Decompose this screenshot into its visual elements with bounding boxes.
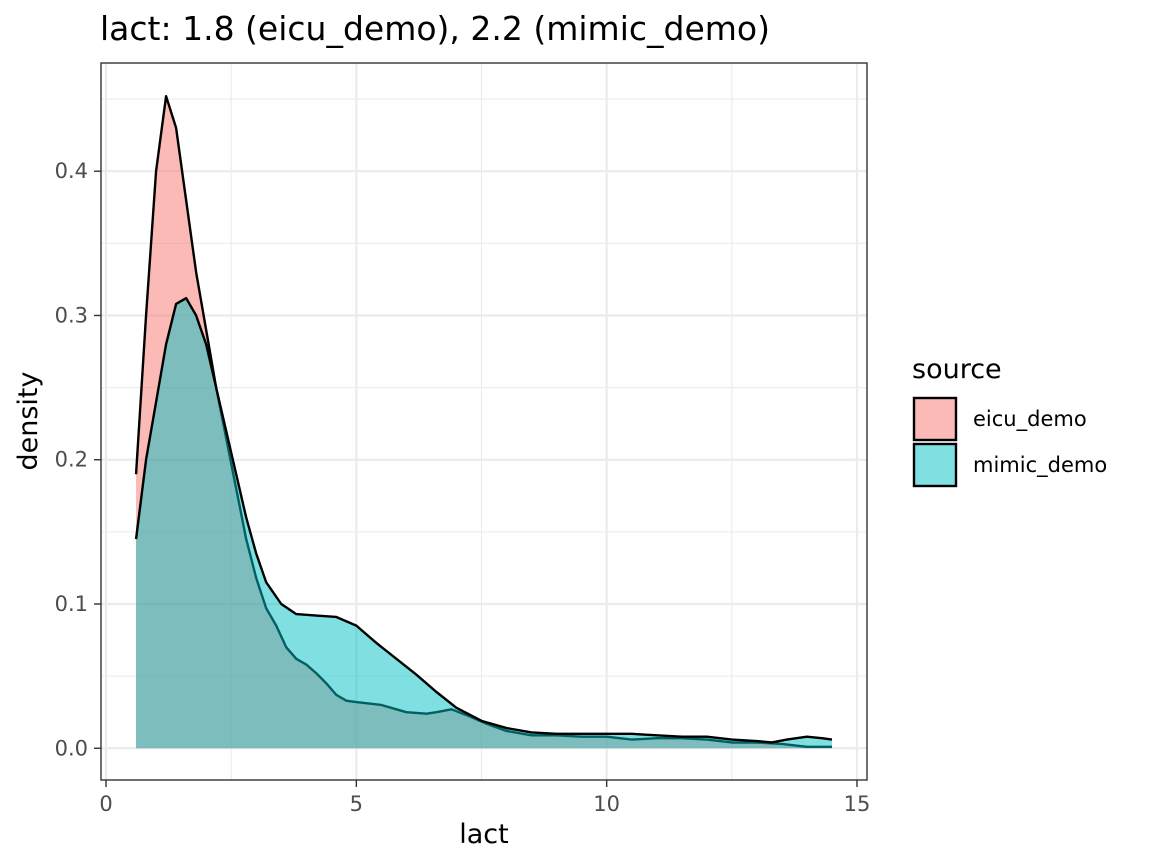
x-axis-title: lact <box>459 819 508 850</box>
density-area-mimic_demo <box>136 298 832 749</box>
y-axis: 0.0 0.1 0.2 0.3 0.4 <box>55 159 101 760</box>
chart-title: lact: 1.8 (eicu_demo), 2.2 (mimic_demo) <box>100 9 770 48</box>
x-tick-label: 15 <box>844 792 871 816</box>
x-tick-label: 5 <box>350 792 363 816</box>
x-axis: 0 5 10 15 <box>99 780 870 816</box>
density-areas <box>134 94 833 749</box>
plot-panel-border <box>100 62 868 781</box>
legend-label-mimic_demo: mimic_demo <box>973 453 1107 478</box>
x-tick-label: 0 <box>99 792 112 816</box>
y-tick-label: 0.1 <box>55 592 88 616</box>
x-tick-label: 10 <box>593 792 620 816</box>
y-axis-title: density <box>13 371 44 470</box>
y-tick-label: 0.0 <box>55 736 88 760</box>
y-tick-label: 0.3 <box>55 303 88 327</box>
y-tick-label: 0.2 <box>55 448 88 472</box>
legend-key-mimic_demo <box>912 442 958 488</box>
legend: source eicu_demo mimic_demo <box>912 354 1107 488</box>
legend-title: source <box>912 354 1002 385</box>
legend-items: eicu_demo mimic_demo <box>912 396 1107 488</box>
legend-label-eicu_demo: eicu_demo <box>973 407 1087 432</box>
y-tick-label: 0.4 <box>55 159 88 183</box>
legend-key-eicu_demo <box>912 396 958 442</box>
density-line-mimic_demo <box>134 296 833 744</box>
